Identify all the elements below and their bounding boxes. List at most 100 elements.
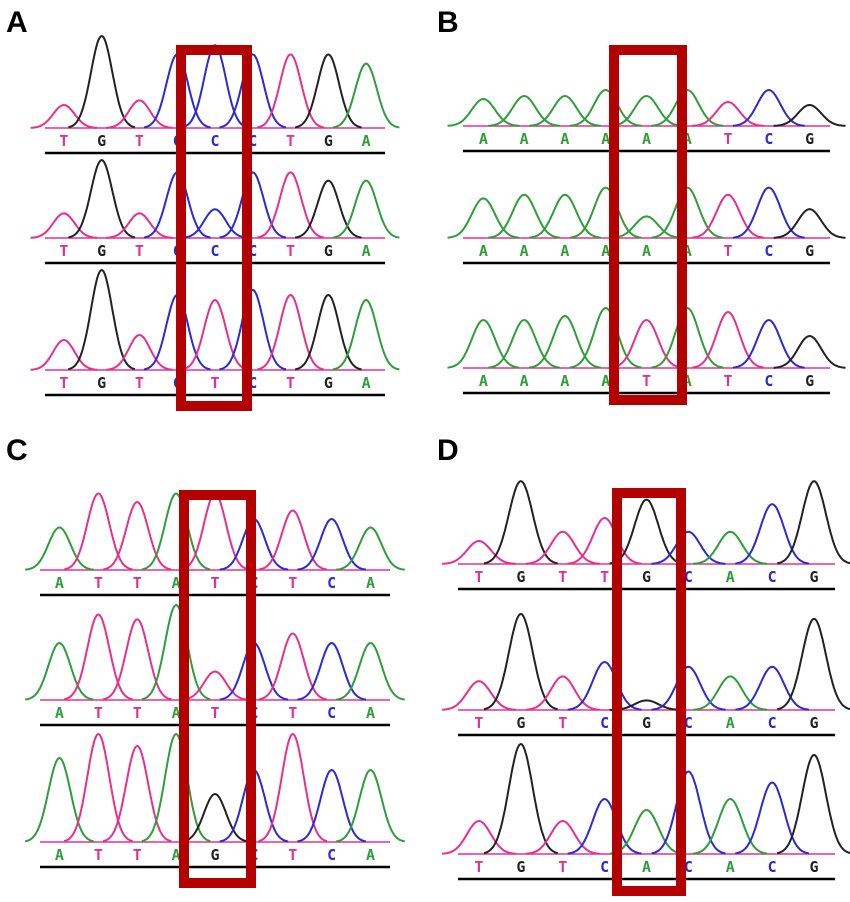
- trace-peak-T: [525, 675, 600, 711]
- trace-peak-T: [102, 618, 172, 701]
- trace-peak-G: [294, 53, 362, 129]
- base-call-label: T: [474, 714, 483, 732]
- trace-peak-C: [297, 517, 367, 571]
- trace-peak-T: [257, 171, 324, 239]
- base-call-label: C: [768, 714, 777, 732]
- base-call-label: T: [133, 704, 142, 722]
- trace-peak-A: [336, 641, 405, 701]
- base-call-label: A: [560, 372, 569, 390]
- trace-peak-C: [735, 665, 810, 711]
- trace-peak-A: [488, 193, 561, 239]
- trace-peak-T: [181, 298, 249, 371]
- trace-peak-A: [25, 526, 94, 571]
- base-call-label: G: [97, 242, 106, 260]
- trace-peak-A: [651, 306, 724, 369]
- base-call-label: C: [248, 132, 257, 150]
- trace-peak-A: [651, 186, 724, 239]
- trace-peak-T: [30, 212, 98, 239]
- trace-peak-A: [569, 88, 642, 127]
- trace-peak-A: [693, 530, 768, 565]
- trace-peak-A: [528, 314, 601, 369]
- base-call-label: G: [810, 568, 819, 586]
- base-call-label: C: [768, 568, 777, 586]
- base-call-label: A: [520, 130, 529, 148]
- base-call-label: T: [558, 568, 567, 586]
- base-call-label: T: [288, 704, 297, 722]
- base-call-label: T: [558, 714, 567, 732]
- base-call-label: A: [55, 574, 64, 592]
- base-call-label: G: [516, 714, 525, 732]
- trace-peak-C: [651, 770, 726, 855]
- trace-peak-C: [732, 186, 805, 239]
- base-call-label: T: [59, 132, 68, 150]
- base-call-label: G: [805, 242, 814, 260]
- trace-peak-T: [442, 819, 516, 855]
- trace-peak-C: [732, 318, 805, 369]
- base-call-label: A: [362, 132, 371, 150]
- base-call-label: A: [601, 242, 610, 260]
- trace-peak-A: [651, 88, 724, 127]
- base-call-label: A: [560, 130, 569, 148]
- base-call-label: T: [135, 242, 144, 260]
- base-call-label: A: [366, 574, 375, 592]
- base-call-label: T: [558, 858, 567, 876]
- trace-peak-T: [180, 670, 250, 701]
- trace-peak-T: [30, 338, 98, 371]
- base-call-label: A: [642, 858, 651, 876]
- trace-peak-T: [106, 212, 173, 239]
- panel-label-d: D: [437, 434, 459, 467]
- base-call-label: G: [324, 132, 333, 150]
- trace-peak-T: [63, 732, 133, 843]
- panel-label-c: C: [6, 434, 28, 467]
- trace-peak-A: [569, 186, 642, 239]
- trace-peak-T: [692, 310, 765, 369]
- trace-peak-T: [692, 100, 764, 127]
- trace-peak-A: [141, 492, 211, 571]
- trace-peak-T: [525, 819, 600, 855]
- trace-peak-T: [442, 539, 516, 565]
- base-call-label: C: [764, 372, 773, 390]
- base-call-label: G: [210, 846, 219, 864]
- trace-peak-C: [219, 171, 287, 239]
- trace-peak-A: [332, 179, 400, 239]
- base-call-label: G: [642, 568, 651, 586]
- trace-peak-A: [693, 797, 768, 855]
- panel-label-b: B: [437, 6, 459, 39]
- base-call-label: T: [135, 374, 144, 392]
- base-call-label: T: [59, 374, 68, 392]
- base-call-label: G: [810, 858, 819, 876]
- trace-peak-A: [141, 732, 211, 843]
- trace-peak-G: [294, 293, 362, 371]
- base-call-label: A: [172, 704, 181, 722]
- trace-peak-A: [25, 641, 94, 701]
- trace-peak-T: [102, 744, 172, 843]
- base-call-label: T: [59, 242, 68, 260]
- trace-peak-A: [488, 94, 561, 127]
- trace-peak-A: [332, 62, 400, 129]
- base-call-label: A: [172, 846, 181, 864]
- trace-peak-C: [651, 530, 726, 565]
- trace-peak-A: [332, 298, 400, 371]
- base-call-label: T: [133, 574, 142, 592]
- base-call-label: C: [684, 714, 693, 732]
- trace-peak-C: [732, 88, 805, 127]
- trace-peak-T: [692, 193, 765, 239]
- base-call-label: T: [286, 374, 295, 392]
- base-call-label: T: [642, 372, 651, 390]
- base-call-label: A: [479, 372, 488, 390]
- base-call-label: G: [805, 372, 814, 390]
- trace-peak-C: [219, 53, 287, 129]
- trace-peak-T: [258, 732, 328, 843]
- trace-peak-T: [257, 293, 324, 371]
- base-call-label: C: [600, 858, 609, 876]
- base-call-label: G: [642, 714, 651, 732]
- base-call-label: C: [684, 858, 693, 876]
- base-call-label: A: [601, 130, 610, 148]
- base-call-label: A: [601, 372, 610, 390]
- trace-peak-T: [257, 53, 324, 129]
- trace-peak-A: [693, 675, 768, 711]
- base-call-label: C: [210, 242, 219, 260]
